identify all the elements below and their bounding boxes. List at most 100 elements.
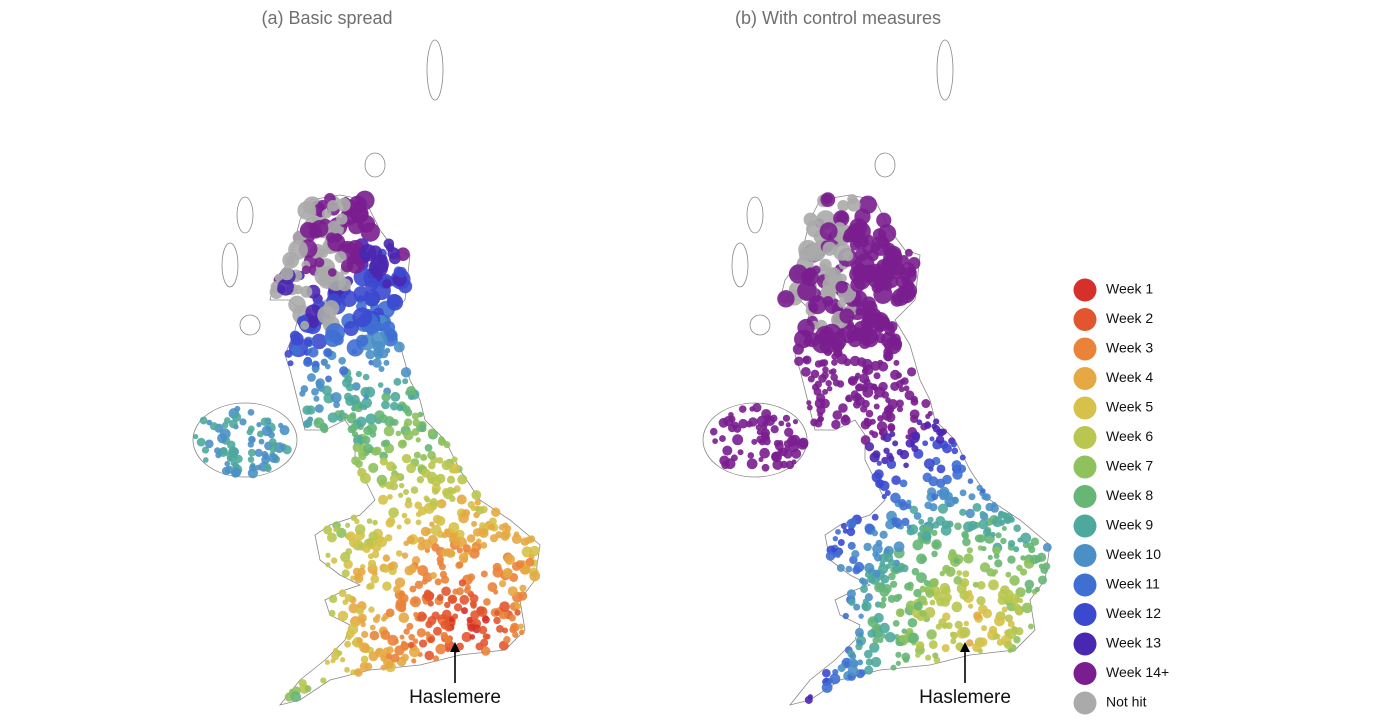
map-dot [896,406,904,413]
map-dot [427,636,433,642]
map-dot [849,652,857,660]
map-dot [871,529,879,537]
map-dot [221,421,229,429]
map-dot [913,601,923,611]
map-dot [300,285,313,298]
map-dot [362,373,370,381]
map-dot [441,586,451,597]
map-dot [967,478,974,484]
map-dot [368,606,375,613]
map-dot [481,615,490,624]
map-dot [1042,542,1052,552]
map-dot [864,562,875,574]
map-dot [904,248,913,257]
map-dot [358,449,366,457]
map-dot [527,535,536,543]
map-panel: (b) With control measures Haslemere [702,8,1052,708]
map-dot [420,526,431,537]
map-dot [341,569,350,578]
map-dot [321,359,328,366]
map-dot [1001,606,1008,613]
map-dot [888,558,896,566]
map-dot [423,591,434,602]
island-outline [364,152,386,178]
map-dot [935,623,942,630]
map-dot [976,596,986,606]
map-dot [846,527,856,537]
map-dot [854,372,861,379]
map-dot [396,524,402,530]
map-dot [872,636,880,644]
map-dot [807,243,824,260]
map-dot [231,412,242,422]
map-dot [862,386,874,398]
map-dot [831,419,841,430]
legend-label: Week 2 [1106,310,1153,326]
map-dot [482,633,490,640]
map-dot [821,682,833,693]
map-dot [232,467,241,476]
map-dot [371,570,378,577]
map-dot [892,565,900,573]
map-dot [712,438,719,445]
map-dot [518,629,525,636]
map-dot [333,401,341,409]
map-dot [901,517,910,527]
map-dot [371,550,380,559]
island-outline [936,39,954,101]
map-dot [830,373,838,382]
legend-label: Not hit [1106,694,1147,710]
map-dot [480,570,488,578]
map-dot [840,522,847,530]
panel-title: (a) Basic spread [261,8,392,28]
map-dot [357,214,376,233]
map-dot [364,662,373,671]
legend-swatch [1073,662,1097,685]
map-dot [1038,575,1048,585]
map-dot [494,610,500,616]
island-outline [221,242,239,288]
map-dot [933,418,940,425]
map-dot [382,554,391,562]
map-dot [341,412,349,420]
map-dot [878,563,889,575]
map-dot [515,560,525,569]
map-dot [387,634,399,646]
map-dot [469,594,479,603]
map-dot [419,424,427,433]
map-dot [361,435,371,445]
map-dot [327,412,339,423]
map-dot [399,634,405,640]
map-dot [427,600,434,607]
map-dot [306,405,316,415]
map-dot [959,489,967,497]
map-dot [321,385,332,396]
map-dot [842,250,854,262]
map-dot [988,625,998,635]
map-dot [737,449,744,456]
map-dot [722,445,733,456]
map-dot [371,447,380,456]
legend-swatch [1073,396,1097,420]
map-dot [297,201,317,220]
map-dot [398,612,410,624]
map-dot [458,552,469,563]
map-dot [519,584,527,592]
map-dot [850,390,859,399]
map-dot [895,399,904,408]
map-dot [349,394,360,405]
map-dot [836,548,843,555]
map-dot [877,415,884,422]
map-dot [869,452,880,463]
map-dot [256,422,262,428]
map-dot [372,519,378,526]
map-dot [861,399,870,408]
map-dot [870,236,891,256]
map-dot [972,502,982,512]
map-dot [941,520,951,529]
map-dot [239,418,247,426]
map-dot [345,522,351,528]
map-dot [385,461,396,472]
map-dot [990,504,999,513]
map-dot [967,603,974,609]
